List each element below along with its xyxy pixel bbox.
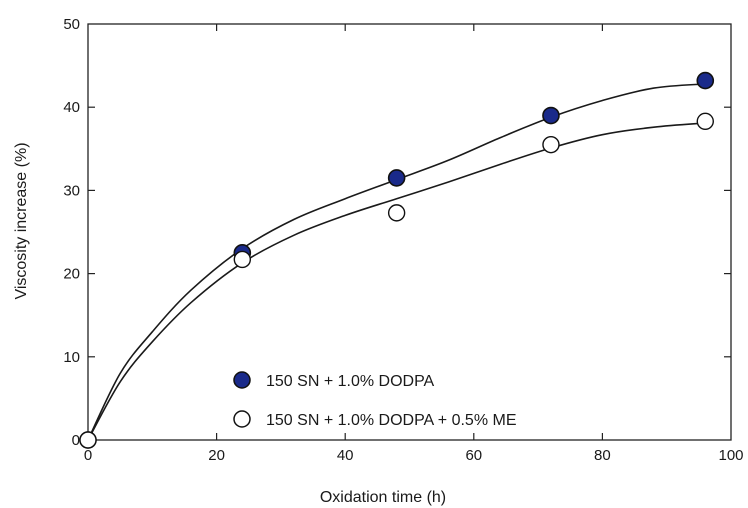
legend-marker-filled	[233, 371, 251, 389]
y-tick-label: 30	[63, 182, 80, 199]
filled-point	[696, 71, 715, 90]
fit-curve-2	[87, 122, 706, 441]
y-tick-label: 20	[63, 266, 80, 283]
x-tick-label: 100	[718, 447, 743, 464]
legend: 150 SN + 1.0% DODPA 150 SN + 1.0% DODPA +…	[233, 371, 517, 429]
y-tick-label: 50	[63, 16, 80, 33]
open-point	[233, 250, 252, 269]
y-axis-title: Viscosity increase (%)	[13, 142, 30, 299]
open-point	[387, 204, 406, 222]
plot-frame-group	[87, 23, 732, 441]
ticks-group: 0 20 40 60 80 100 0 10 20 30 40 50	[63, 16, 743, 464]
filled-point	[542, 106, 560, 125]
open-point	[79, 431, 97, 449]
legend-marker-open	[233, 410, 251, 428]
x-axis-title: Oxidation time (h)	[320, 489, 446, 506]
x-tick-label: 20	[208, 447, 225, 464]
fit-curve-1	[87, 83, 706, 441]
x-tick-label: 0	[84, 447, 92, 464]
open-point	[542, 135, 560, 154]
y-tick-label: 0	[72, 432, 80, 449]
filled-point	[387, 169, 406, 187]
data-points	[79, 71, 715, 449]
legend-label-1: 150 SN + 1.0% DODPA	[266, 373, 435, 390]
open-point	[696, 112, 714, 131]
y-tick-label: 10	[63, 349, 80, 366]
x-tick-label: 60	[465, 447, 482, 464]
y-tick-label: 40	[63, 99, 80, 116]
fit-curves	[87, 83, 706, 441]
plot-frame	[87, 23, 732, 441]
x-tick-label: 40	[337, 447, 354, 464]
legend-label-2: 150 SN + 1.0% DODPA + 0.5% ME	[266, 412, 517, 429]
x-tick-label: 80	[594, 447, 611, 464]
